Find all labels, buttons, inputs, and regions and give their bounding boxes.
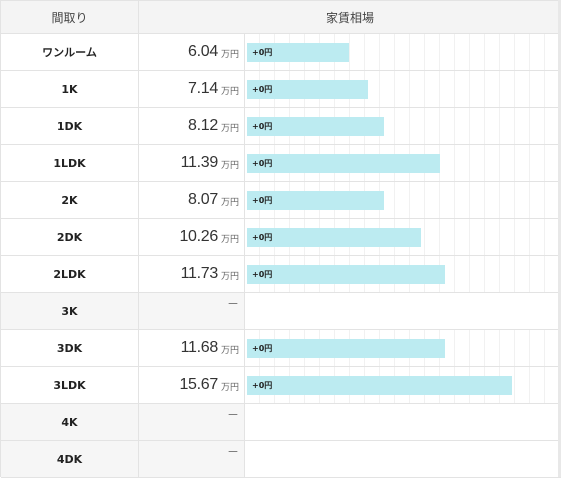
rent-bar: +0円 <box>247 265 445 284</box>
table-row: 4K － <box>1 404 561 441</box>
rent-bar: +0円 <box>247 339 445 358</box>
rent-bar: +0円 <box>247 228 421 247</box>
table-row: 2K 8.07 万円 +0円 <box>1 182 561 219</box>
price-value: 8.12 <box>188 117 218 134</box>
row-price: － <box>139 441 244 477</box>
bar-area: +0円 <box>244 367 561 403</box>
price-value: 7.14 <box>188 80 218 97</box>
bar-diff-label: +0円 <box>252 381 273 390</box>
no-data-dash: － <box>226 408 239 422</box>
bar-area: +0円 <box>244 34 561 70</box>
row-madori-label: 1DK <box>1 108 139 144</box>
table-row: 2LDK 11.73 万円 +0円 <box>1 256 561 293</box>
row-price: － <box>139 293 244 329</box>
header-chinryo: 家賃相場 <box>325 10 374 25</box>
price-unit: 万円 <box>220 272 239 282</box>
bar-area <box>244 404 561 440</box>
bar-diff-label: +0円 <box>252 48 273 57</box>
bar-diff-label: +0円 <box>252 233 273 242</box>
row-madori-label: 4DK <box>1 441 139 477</box>
row-price: 8.12 万円 <box>139 108 244 144</box>
price-value: 11.68 <box>180 339 219 356</box>
price-value: 15.67 <box>179 376 218 393</box>
bar-area: +0円 <box>244 219 561 255</box>
table-row: 1LDK 11.39 万円 +0円 <box>1 145 561 182</box>
row-madori-label: 3K <box>1 293 139 329</box>
rent-bar: +0円 <box>247 117 384 136</box>
bar-area: +0円 <box>244 256 561 292</box>
rent-bar: +0円 <box>247 154 440 173</box>
bar-diff-label: +0円 <box>252 122 273 131</box>
scrollbar[interactable] <box>558 0 561 477</box>
bar-diff-label: +0円 <box>252 196 273 205</box>
table-row: 3LDK 15.67 万円 +0円 <box>1 367 561 404</box>
row-madori-label: 2DK <box>1 219 139 255</box>
price-unit: 万円 <box>220 124 239 134</box>
bar-diff-label: +0円 <box>252 344 273 353</box>
bar-diff-label: +0円 <box>252 270 273 279</box>
row-madori-label: 3LDK <box>1 367 139 403</box>
price-unit: 万円 <box>220 87 239 97</box>
price-unit: 万円 <box>220 383 239 393</box>
header-madori: 間取り <box>1 1 139 33</box>
price-unit: 万円 <box>220 346 239 356</box>
row-price: － <box>139 404 244 440</box>
bar-area: +0円 <box>244 145 561 181</box>
no-data-dash: － <box>226 445 239 459</box>
bar-area: +0円 <box>244 108 561 144</box>
row-madori-label: 3DK <box>1 330 139 366</box>
table-row: 1K 7.14 万円 +0円 <box>1 71 561 108</box>
table-row: ワンルーム 6.04 万円 +0円 <box>1 34 561 71</box>
row-madori-label: 1LDK <box>1 145 139 181</box>
row-price: 10.26 万円 <box>139 219 244 255</box>
row-madori-label: 4K <box>1 404 139 440</box>
bar-area <box>244 293 561 329</box>
row-madori-label: 2LDK <box>1 256 139 292</box>
table-row: 3K － <box>1 293 561 330</box>
table-row: 2DK 10.26 万円 +0円 <box>1 219 561 256</box>
row-price: 11.73 万円 <box>139 256 244 292</box>
table-row: 4DK － <box>1 441 561 478</box>
price-unit: 万円 <box>220 198 239 208</box>
rent-bar: +0円 <box>247 43 349 62</box>
row-price: 7.14 万円 <box>139 71 244 107</box>
no-data-dash: － <box>226 297 239 311</box>
rent-bar: +0円 <box>247 191 384 210</box>
bar-area: +0円 <box>244 330 561 366</box>
row-madori-label: 2K <box>1 182 139 218</box>
price-value: 6.04 <box>188 43 218 60</box>
price-value: 11.73 <box>180 265 219 282</box>
price-value: 11.39 <box>180 154 219 171</box>
bar-area <box>244 441 561 477</box>
price-unit: 万円 <box>220 50 239 60</box>
row-madori-label: 1K <box>1 71 139 107</box>
table-row: 3DK 11.68 万円 +0円 <box>1 330 561 367</box>
table-header: 間取り 家賃相場 <box>1 0 561 34</box>
row-price: 11.68 万円 <box>139 330 244 366</box>
price-unit: 万円 <box>220 161 239 171</box>
bar-diff-label: +0円 <box>252 85 273 94</box>
bar-diff-label: +0円 <box>252 159 273 168</box>
rent-bar: +0円 <box>247 80 368 99</box>
price-value: 8.07 <box>188 191 218 208</box>
table-body: ワンルーム 6.04 万円 +0円 1K 7.14 万円 +0円 1DK 8.12 万円 +0円 1LD… <box>1 34 561 478</box>
table-row: 1DK 8.12 万円 +0円 <box>1 108 561 145</box>
price-value: 10.26 <box>179 228 218 245</box>
row-price: 8.07 万円 <box>139 182 244 218</box>
row-madori-label: ワンルーム <box>1 34 139 70</box>
row-price: 11.39 万円 <box>139 145 244 181</box>
bar-area: +0円 <box>244 71 561 107</box>
row-price: 6.04 万円 <box>139 34 244 70</box>
price-unit: 万円 <box>220 235 239 245</box>
rent-bar: +0円 <box>247 376 512 395</box>
bar-area: +0円 <box>244 182 561 218</box>
row-price: 15.67 万円 <box>139 367 244 403</box>
